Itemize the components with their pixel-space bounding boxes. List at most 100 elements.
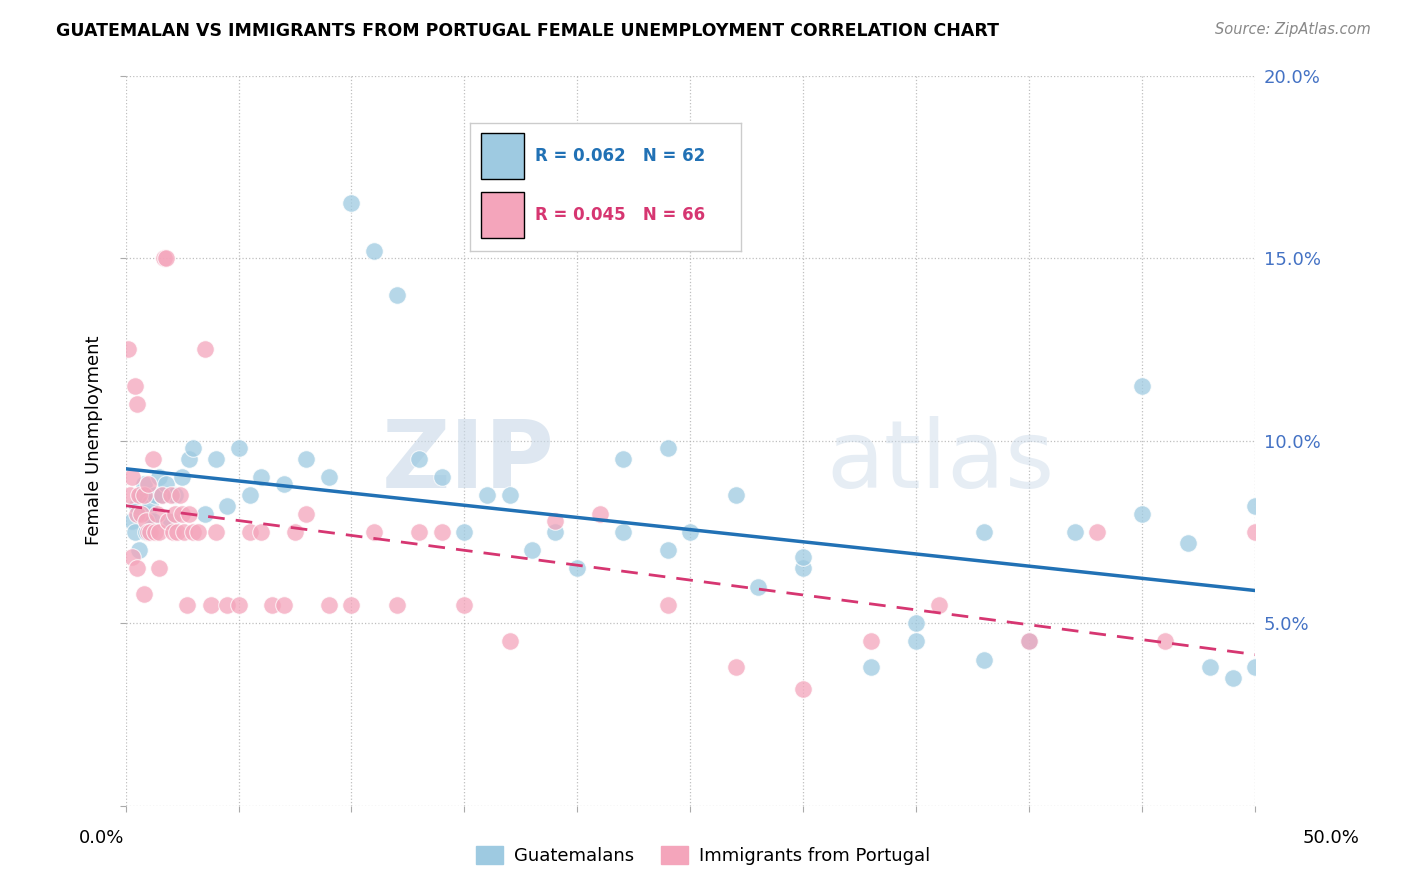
- Point: [250, 470, 273, 484]
- Point: [408, 524, 430, 539]
- Point: [150, 488, 173, 502]
- Point: [340, 598, 363, 612]
- Point: [146, 507, 169, 521]
- Point: [155, 477, 177, 491]
- Point: [1244, 524, 1267, 539]
- Point: [131, 507, 153, 521]
- Point: [792, 681, 814, 696]
- Point: [166, 524, 188, 539]
- Point: [295, 507, 318, 521]
- Point: [194, 507, 217, 521]
- Point: [928, 598, 950, 612]
- Point: [657, 441, 679, 455]
- Point: [498, 634, 520, 648]
- Point: [1132, 507, 1154, 521]
- Point: [176, 598, 198, 612]
- Point: [142, 451, 165, 466]
- Point: [239, 524, 262, 539]
- Point: [143, 488, 166, 502]
- Point: [724, 488, 747, 502]
- Point: [125, 507, 148, 521]
- Point: [205, 524, 228, 539]
- Point: [657, 598, 679, 612]
- Point: [125, 500, 148, 514]
- Point: [273, 598, 295, 612]
- Point: [1199, 660, 1222, 674]
- Point: [792, 561, 814, 575]
- Point: [142, 514, 165, 528]
- Text: 50.0%: 50.0%: [1303, 829, 1360, 847]
- Text: atlas: atlas: [827, 417, 1054, 508]
- Point: [318, 598, 340, 612]
- Legend: Guatemalans, Immigrants from Portugal: Guatemalans, Immigrants from Portugal: [468, 838, 938, 872]
- Point: [131, 488, 153, 502]
- Point: [544, 524, 567, 539]
- Point: [139, 524, 162, 539]
- Point: [1222, 671, 1244, 685]
- Point: [135, 524, 157, 539]
- Point: [860, 660, 883, 674]
- Point: [128, 488, 150, 502]
- Point: [136, 524, 159, 539]
- Point: [121, 470, 143, 484]
- Point: [453, 524, 475, 539]
- Point: [544, 514, 567, 528]
- Point: [162, 524, 184, 539]
- Point: [385, 598, 408, 612]
- Point: [217, 598, 239, 612]
- Y-axis label: Female Unemployment: Female Unemployment: [86, 335, 103, 545]
- Point: [148, 524, 170, 539]
- Point: [475, 488, 498, 502]
- Point: [125, 561, 148, 575]
- Point: [1018, 634, 1040, 648]
- Point: [121, 514, 143, 528]
- Point: [612, 451, 634, 466]
- Point: [157, 514, 180, 528]
- Point: [340, 196, 363, 211]
- Point: [363, 244, 385, 258]
- Point: [169, 488, 191, 502]
- Point: [905, 616, 928, 631]
- Point: [150, 488, 173, 502]
- Point: [1244, 660, 1267, 674]
- Point: [128, 543, 150, 558]
- Point: [139, 495, 162, 509]
- Point: [124, 524, 146, 539]
- Point: [1018, 634, 1040, 648]
- Point: [159, 514, 181, 528]
- Point: [792, 550, 814, 565]
- Point: [363, 524, 385, 539]
- Point: [135, 514, 157, 528]
- Point: [177, 451, 200, 466]
- Point: [187, 524, 209, 539]
- Point: [136, 477, 159, 491]
- Point: [136, 507, 159, 521]
- Point: [148, 470, 170, 484]
- Point: [498, 488, 520, 502]
- Point: [1085, 524, 1108, 539]
- Point: [430, 524, 453, 539]
- Point: [165, 488, 187, 502]
- Point: [724, 660, 747, 674]
- Point: [155, 251, 177, 265]
- Point: [124, 379, 146, 393]
- Point: [295, 451, 318, 466]
- Point: [1154, 634, 1177, 648]
- Point: [181, 441, 204, 455]
- Point: [284, 524, 307, 539]
- Point: [273, 477, 295, 491]
- Point: [860, 634, 883, 648]
- Point: [318, 470, 340, 484]
- Point: [973, 524, 995, 539]
- Point: [121, 550, 143, 565]
- Point: [679, 524, 702, 539]
- Point: [262, 598, 284, 612]
- Point: [132, 488, 155, 502]
- Point: [1177, 536, 1199, 550]
- Text: GUATEMALAN VS IMMIGRANTS FROM PORTUGAL FEMALE UNEMPLOYMENT CORRELATION CHART: GUATEMALAN VS IMMIGRANTS FROM PORTUGAL F…: [56, 22, 1000, 40]
- Point: [200, 598, 222, 612]
- Point: [170, 507, 193, 521]
- Point: [612, 524, 634, 539]
- Point: [173, 524, 195, 539]
- Point: [181, 524, 204, 539]
